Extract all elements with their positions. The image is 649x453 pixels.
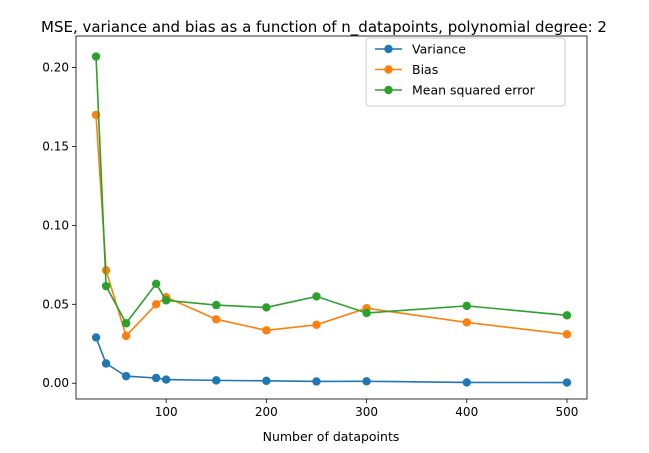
data-point-bias [262, 326, 271, 335]
data-point-mean-squared-error [101, 281, 111, 291]
x-tick-label: 100 [155, 405, 178, 419]
legend-marker-variance [384, 44, 393, 54]
data-point-bias [121, 331, 131, 341]
data-point-variance [562, 378, 572, 387]
plot-area-frame [75, 35, 588, 400]
data-point-variance [161, 375, 171, 384]
chart-title: MSE, variance and bias as a function of … [41, 18, 607, 37]
legend-marker-bias [384, 65, 393, 74]
legend-marker-mean-squared-error [384, 85, 393, 95]
data-point-mean-squared-error [151, 279, 161, 288]
data-point-variance [121, 371, 131, 381]
x-axis-label: Number of datapoints [263, 429, 400, 444]
x-axis-ticks: 100 200 300 400 500 [155, 399, 579, 419]
data-point-mean-squared-error [312, 292, 321, 301]
series-mean-squared-error [91, 52, 572, 328]
y-tick-label: 0.15 [42, 139, 69, 153]
data-point-mean-squared-error [161, 296, 171, 305]
data-point-mean-squared-error [121, 319, 131, 328]
data-point-variance [151, 373, 161, 383]
data-point-variance [91, 333, 101, 342]
data-point-variance [462, 378, 471, 387]
data-point-bias [462, 318, 471, 327]
data-point-variance [312, 377, 321, 386]
y-tick-label: 0.00 [42, 376, 69, 390]
data-point-mean-squared-error [462, 301, 471, 311]
series-variance [91, 333, 572, 387]
series-bias [91, 110, 572, 341]
x-tick-label: 500 [556, 405, 579, 419]
data-point-variance [262, 376, 271, 386]
data-point-mean-squared-error [262, 303, 271, 312]
x-tick-label: 200 [255, 405, 278, 419]
y-tick-label: 0.20 [42, 61, 69, 75]
legend: Variance Bias Mean squared error [365, 37, 566, 107]
data-point-bias [151, 300, 161, 309]
legend-label-bias: Bias [412, 62, 438, 77]
data-point-bias [212, 315, 221, 324]
data-point-mean-squared-error [91, 52, 101, 61]
data-point-bias [312, 320, 321, 330]
y-tick-label: 0.10 [42, 218, 69, 232]
x-tick-label: 300 [355, 405, 378, 419]
data-point-variance [212, 376, 221, 385]
legend-label-mean-squared-error: Mean squared error [412, 83, 536, 98]
y-axis-ticks: 0.00 0.05 0.10 0.15 0.20 [42, 61, 76, 390]
y-tick-label: 0.05 [42, 297, 69, 311]
data-point-mean-squared-error [212, 300, 221, 310]
legend-label-variance: Variance [412, 42, 466, 57]
data-point-bias [562, 330, 572, 339]
data-point-variance [101, 359, 111, 368]
data-point-mean-squared-error [362, 308, 371, 318]
data-point-variance [362, 377, 371, 386]
data-point-mean-squared-error [562, 311, 572, 320]
legend-box [365, 37, 566, 107]
series-layer [91, 52, 572, 387]
x-tick-label: 400 [455, 405, 478, 419]
